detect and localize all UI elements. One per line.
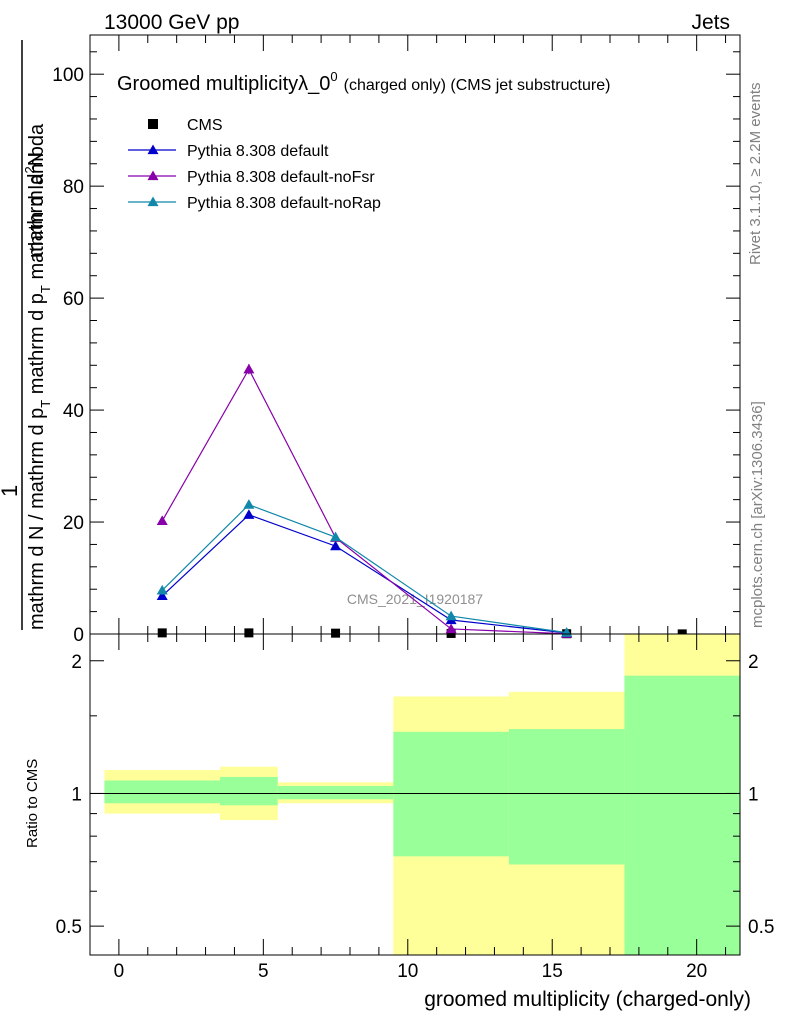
data-point (156, 515, 168, 526)
legend-label: Pythia 8.308 default-noRap (187, 195, 381, 212)
x-tick-labels: 0 5 10 15 20 (114, 961, 708, 982)
y-label-one: 1 (0, 485, 22, 497)
ratio-panel: 0.5 0.5 1 1 2 2 0 5 10 15 20 Ratio to CMS groomed… (24, 633, 775, 1011)
ratio-y-tick-label: 1 (71, 784, 82, 805)
ratio-y-tick-label: 2 (71, 652, 82, 673)
ratio-y-tick-label: 0.5 (56, 917, 82, 938)
x-axis-label: groomed multiplicity (charged-only) (424, 988, 751, 1011)
plot-title-main: Groomed multiplicityλ_0 (117, 73, 330, 95)
uncertainty-band-inner (393, 731, 509, 857)
ratio-frame (89, 633, 741, 956)
data-point (244, 628, 254, 638)
plot-title: Groomed multiplicityλ_00 (charged only) (… (117, 69, 610, 95)
header-process: 13000 GeV pp (104, 11, 239, 34)
data-point (445, 623, 457, 634)
ratio-ticks (89, 634, 740, 955)
series-3 (156, 499, 573, 637)
ratio-y-tick-label-right: 0.5 (748, 917, 774, 938)
legend-marker (147, 144, 159, 155)
x-tick-label: 10 (397, 961, 418, 982)
legend-item: Pythia 8.308 default-noRap (128, 195, 381, 212)
legend-label: CMS (187, 117, 223, 134)
y-label-den-mid: mathrm d p (26, 293, 48, 400)
x-tick-label: 5 (258, 961, 269, 982)
data-point (243, 509, 255, 519)
main-y-tick-label: 100 (52, 65, 84, 86)
y-label-den-t2: T (38, 285, 53, 293)
series-1 (156, 509, 573, 638)
data-point (156, 584, 168, 595)
y-label-num-n: N (25, 152, 47, 166)
series-0 (157, 628, 687, 639)
ratio-y-tick-label-right: 1 (748, 784, 759, 805)
mcplots-label: mcplots.cern.ch [arXiv:1306.3436] (749, 401, 766, 628)
y-label-den-t: T (38, 400, 53, 408)
data-point (243, 363, 255, 374)
x-tick-label: 20 (686, 961, 707, 982)
legend-label: Pythia 8.308 default-noFsr (187, 169, 375, 186)
main-y-tick-label: 80 (63, 177, 84, 198)
header-observable: Jets (691, 11, 730, 34)
rivet-version-label: Rivet 3.1.10, ≥ 2.2M events (747, 83, 764, 266)
series-line (161, 503, 567, 634)
data-point (446, 628, 456, 638)
main-y-tick-label: 40 (63, 401, 84, 422)
legend-marker (147, 170, 159, 181)
x-tick-label: 0 (114, 961, 125, 982)
main-y-axis-label: 1 mathrm d2N mathrm d N / mathrm d pT ma… (0, 40, 53, 630)
plot-title-sup: 0 (330, 69, 337, 84)
x-tick-label: 15 (542, 961, 563, 982)
data-point (331, 628, 341, 638)
legend-item: Pythia 8.308 default (128, 143, 329, 160)
uncertainty-band-inner (277, 785, 394, 800)
uncertainty-band-inner (220, 776, 278, 806)
main-y-tick-label: 60 (63, 289, 84, 310)
ratio-y-axis-label: Ratio to CMS (24, 759, 41, 848)
legend-item: Pythia 8.308 default-noFsr (128, 169, 375, 186)
data-point (445, 610, 457, 621)
legend-label: Pythia 8.308 default (187, 143, 329, 160)
series-line (161, 514, 567, 634)
main-ticks (89, 35, 740, 635)
data-point (157, 628, 167, 638)
uncertainty-band-inner (104, 780, 220, 804)
y-label-den-main: mathrm d N / mathrm d p (26, 408, 48, 630)
main-y-tick-labels: 0 20 40 60 80 100 (52, 65, 84, 646)
ratio-bands (104, 634, 740, 955)
y-label-numerator: mathrm d2N (22, 152, 47, 258)
ratio-y-tick-label-right: 2 (748, 652, 759, 673)
y-label-denominator: mathrm d N / mathrm d pT mathrm d pT mat… (26, 123, 53, 630)
legend-marker (148, 119, 158, 129)
main-y-tick-label: 20 (63, 513, 84, 534)
main-y-tick-label: 0 (73, 625, 84, 646)
y-label-num-sup: 2 (22, 166, 37, 173)
y-label-num-d: mathrm d (25, 174, 47, 258)
y-label-den-end: mathrm d lambda (26, 123, 48, 285)
legend-marker (147, 196, 159, 207)
data-point (330, 531, 342, 542)
legend-item: CMS (148, 117, 223, 134)
plot-title-tail: (charged only) (CMS jet substructure) (344, 77, 611, 94)
data-point (330, 540, 342, 551)
uncertainty-band-inner (508, 729, 625, 865)
uncertainty-band-inner (624, 675, 740, 955)
ratio-y-tick-labels: 0.5 0.5 1 1 2 2 (56, 652, 775, 938)
data-point (243, 499, 255, 509)
legend: CMS Pythia 8.308 default Pythia 8.308 defa… (128, 117, 381, 212)
data-point (156, 590, 168, 601)
watermark: CMS_2021_I1920187 (347, 591, 483, 607)
